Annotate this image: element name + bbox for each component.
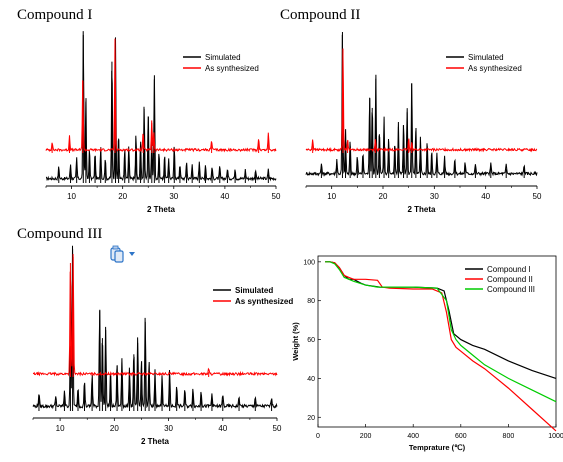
x-tick-label: 20 [379, 192, 388, 201]
x-tick-label: 40 [220, 192, 229, 201]
x-axis-title: Temprature (℃) [409, 443, 466, 452]
x-tick-label: 30 [164, 424, 173, 433]
x-tick-label: 10 [67, 192, 76, 201]
caption-compound-iii: Compound III [17, 226, 103, 242]
x-tick-label: 800 [503, 433, 515, 440]
synthesized-pattern [45, 38, 277, 153]
caption-compound-ii: Compound II [280, 7, 361, 23]
legend-label: Compound II [487, 275, 533, 284]
xrd-chart-1: 10 20 30 40 50 2 Theta Simulated As synthesized [45, 31, 281, 214]
clipboard-icon [110, 245, 124, 263]
tga-chart: 0 200 400 600 800 1000 20 40 60 80 100 Temprature (… [291, 255, 563, 452]
x-tick-label: 20 [118, 192, 127, 201]
legend-label: As synthesized [205, 64, 259, 73]
synthesized-pattern [32, 253, 278, 377]
y-tick-label: 80 [307, 298, 315, 305]
legend-label: Compound I [487, 265, 531, 274]
x-tick-label: 50 [533, 192, 542, 201]
x-tick-label: 50 [273, 424, 282, 433]
caption-compound-i: Compound I [17, 7, 93, 23]
x-tick-label: 20 [110, 424, 119, 433]
y-tick-label: 100 [303, 259, 315, 266]
x-tick-label: 10 [327, 192, 336, 201]
x-axis-title: 2 Theta [141, 437, 170, 446]
x-axis-title: 2 Theta [407, 205, 436, 214]
legend-label: As synthesized [468, 64, 522, 73]
x-tick-label: 30 [430, 192, 439, 201]
y-tick-label: 60 [307, 337, 315, 344]
simulated-pattern [305, 34, 538, 177]
y-axis-title: Weight (%) [291, 322, 300, 361]
x-tick-label: 50 [272, 192, 281, 201]
tga-series-line [325, 261, 557, 432]
paste-options-button[interactable] [110, 244, 135, 264]
tga-series-line [325, 261, 557, 403]
chevron-down-icon [129, 252, 135, 256]
xrd-chart-3: 10 20 30 40 50 2 Theta Simulated As synthesized [32, 245, 293, 446]
x-tick-label: 200 [360, 433, 372, 440]
x-tick-label: 600 [455, 433, 467, 440]
y-tick-label: 20 [307, 415, 315, 422]
x-tick-label: 40 [218, 424, 227, 433]
legend-label: Simulated [205, 53, 241, 62]
x-tick-label: 1000 [548, 433, 563, 440]
simulated-pattern [45, 31, 277, 182]
x-axis-title: 2 Theta [147, 205, 176, 214]
legend-label: Simulated [468, 53, 504, 62]
x-tick-label: 40 [481, 192, 490, 201]
simulated-pattern [32, 245, 278, 410]
synthesized-pattern [305, 48, 538, 153]
xrd-chart-2: 10 20 30 40 50 2 Theta Simulated As synthesized [305, 32, 542, 214]
y-tick-label: 40 [307, 376, 315, 383]
x-tick-label: 0 [316, 433, 320, 440]
legend-label: As synthesized [235, 297, 293, 306]
legend-label: Simulated [235, 286, 273, 295]
x-tick-label: 400 [407, 433, 419, 440]
legend-label: Compound III [487, 285, 535, 294]
x-tick-label: 10 [56, 424, 65, 433]
plot-frame [317, 255, 557, 428]
x-tick-label: 30 [169, 192, 178, 201]
